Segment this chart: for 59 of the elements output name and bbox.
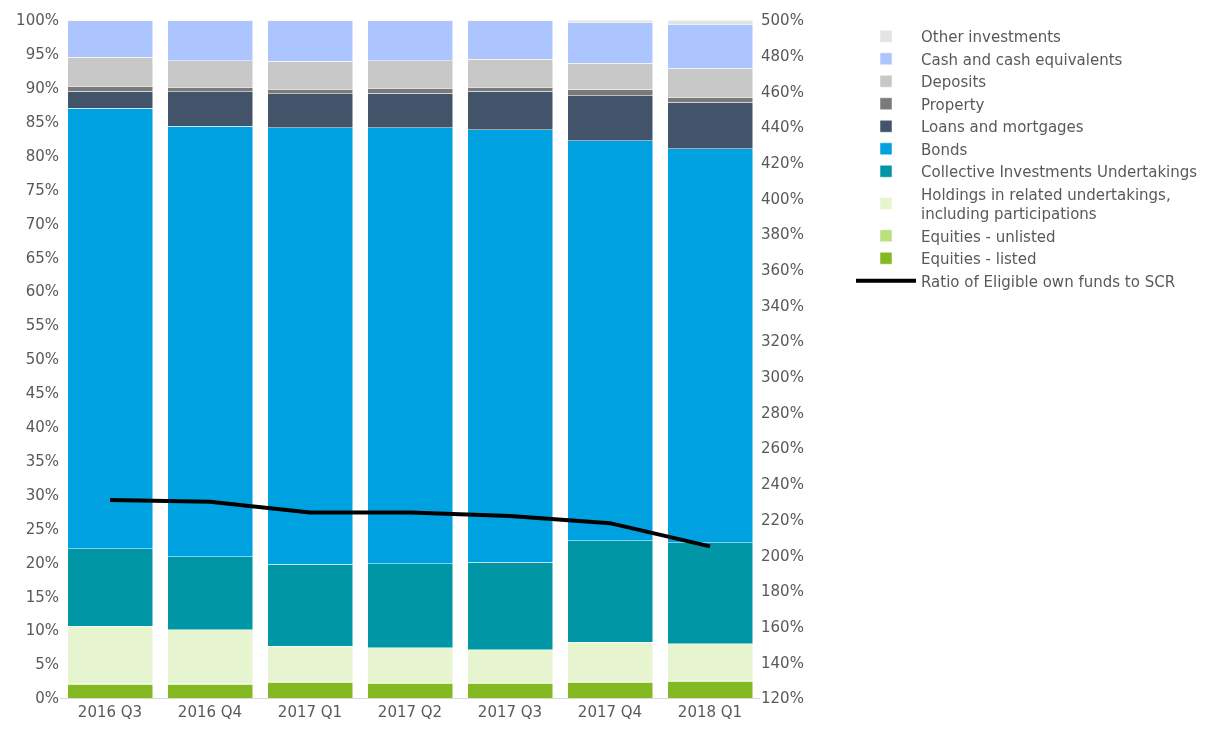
x-tick-label: 2017 Q3 (477, 703, 543, 721)
y2-tick-label: 460% (761, 82, 804, 101)
y-tick-label: 85% (25, 112, 59, 131)
legend-label: Loans and mortgages (921, 118, 1084, 137)
y-tick-label: 30% (25, 485, 59, 504)
y-tick-label: 5% (35, 655, 59, 674)
y2-tick-label: 400% (761, 189, 804, 208)
y2-tick-label: 300% (761, 368, 804, 387)
y2-tick-label: 320% (761, 332, 804, 351)
y2-tick-label: 220% (761, 510, 804, 529)
y-tick-label: 100% (16, 11, 59, 30)
legend-label: Cash and cash equivalents (921, 50, 1123, 69)
legend-label: Equities - listed (921, 250, 1037, 269)
y-tick-label: 15% (25, 587, 59, 606)
y-tick-label: 45% (25, 384, 59, 403)
y-tick-label: 90% (25, 79, 59, 98)
y-tick-label: 65% (25, 248, 59, 267)
legend-label: Deposits (921, 73, 987, 92)
y-tick-label: 55% (25, 316, 59, 335)
legend-label: Equities - unlisted (921, 227, 1056, 246)
y-tick-label: 95% (25, 45, 59, 64)
y2-tick-label: 240% (761, 475, 804, 494)
y-tick-label: 40% (25, 418, 59, 437)
y2-tick-label: 340% (761, 296, 804, 315)
x-tick-label: 2017 Q1 (277, 703, 343, 721)
x-tick-label: 2018 Q1 (677, 703, 743, 721)
y-tick-label: 80% (25, 146, 59, 165)
y2-tick-label: 260% (761, 439, 804, 458)
legend-label: Holdings in related undertakings, including participations (921, 185, 1171, 224)
legend-label: Collective Investments Undertakings (921, 163, 1198, 182)
y2-tick-label: 420% (761, 153, 804, 172)
y2-tick-label: 480% (761, 46, 804, 65)
y2-tick-label: 280% (761, 403, 804, 422)
y-tick-label: 75% (25, 180, 59, 199)
y-tick-label: 50% (25, 350, 59, 369)
y2-tick-label: 120% (761, 689, 804, 708)
y2-tick-label: 160% (761, 617, 804, 636)
legend-label: Property (921, 95, 985, 114)
y-tick-label: 60% (25, 282, 59, 301)
y2-tick-label: 140% (761, 653, 804, 672)
legend-label: Ratio of Eligible own funds to SCR (921, 272, 1176, 291)
x-tick-label: 2017 Q2 (377, 703, 443, 721)
y2-tick-label: 440% (761, 118, 804, 137)
y2-tick-label: 360% (761, 261, 804, 280)
y-tick-label: 70% (25, 214, 59, 233)
y2-tick-label: 180% (761, 582, 804, 601)
x-tick-label: 2017 Q4 (577, 703, 643, 721)
legend-label: Other investments (921, 28, 1062, 47)
y-tick-label: 20% (25, 553, 59, 572)
y2-tick-label: 500% (761, 11, 804, 30)
x-tick-label: 2016 Q4 (177, 703, 243, 721)
y-tick-label: 0% (35, 689, 59, 708)
y2-tick-label: 380% (761, 225, 804, 244)
x-tick-label: 2016 Q3 (77, 703, 143, 721)
y-tick-label: 35% (25, 451, 59, 470)
y2-tick-label: 200% (761, 546, 804, 565)
legend-label: Bonds (921, 140, 968, 159)
y-tick-label: 10% (25, 621, 59, 640)
y-tick-label: 25% (25, 519, 59, 538)
